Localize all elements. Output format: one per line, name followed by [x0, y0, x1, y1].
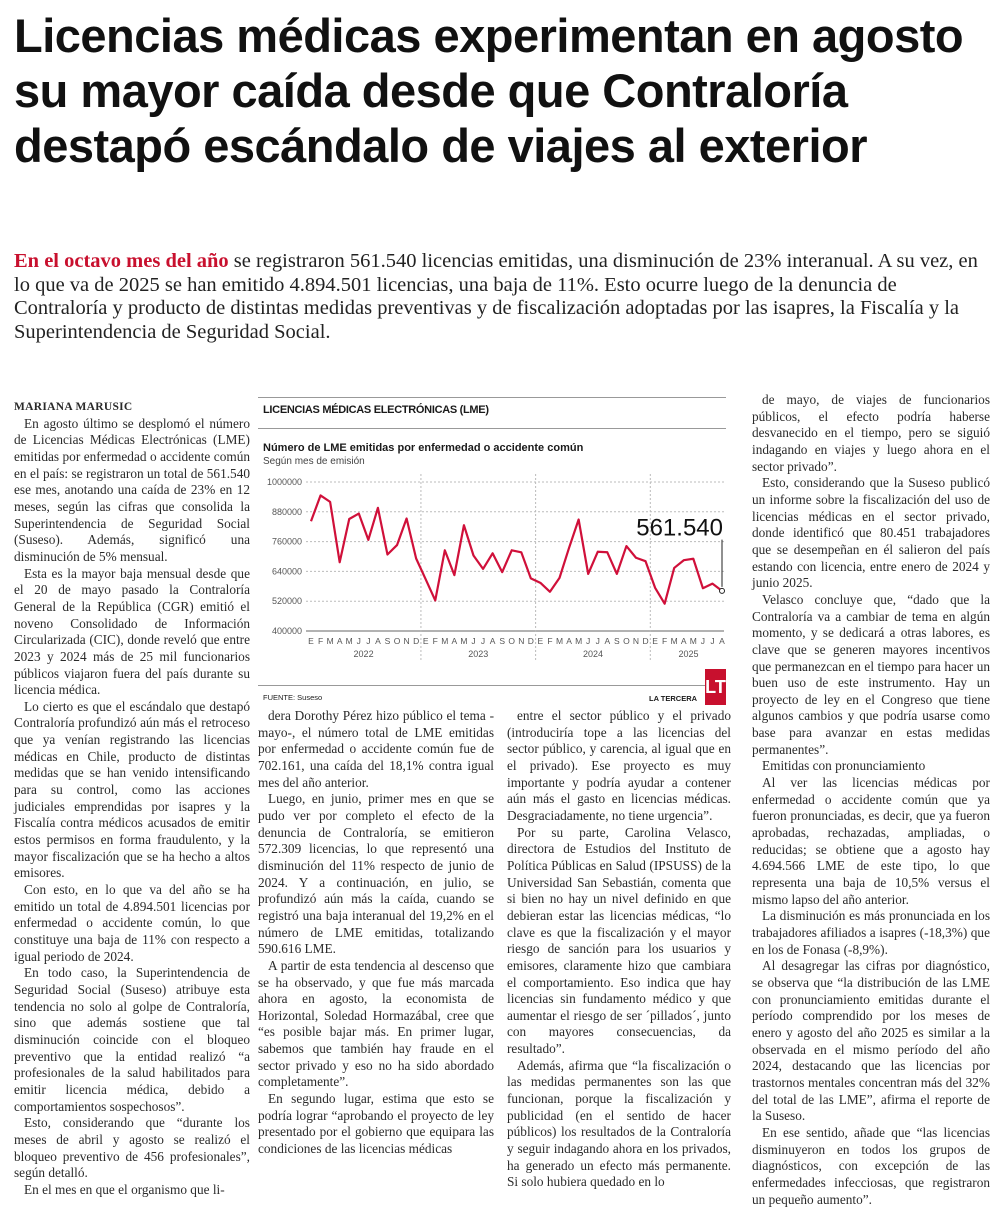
- lme-chart: LICENCIAS MÉDICAS ELECTRÓNICAS (LME) Núm…: [258, 397, 726, 707]
- paragraph: En el mes en que el organismo que li-: [14, 1182, 250, 1199]
- chart-source: FUENTE: Suseso: [263, 693, 322, 702]
- column-1: MARIANA MARUSIC En agosto último se desp…: [14, 399, 250, 1199]
- column-3: entre el sector público y el privado (in…: [507, 708, 731, 1191]
- x-tick-label: M: [671, 636, 678, 646]
- y-tick-label: 880000: [272, 507, 302, 517]
- paragraph: Al desagregar las cifras por diagnóstico…: [752, 958, 990, 1125]
- x-tick-label: S: [385, 636, 391, 646]
- paragraph: En segundo lugar, estima que esto se pod…: [258, 1091, 494, 1158]
- x-tick-label: O: [394, 636, 401, 646]
- x-tick-label: N: [633, 636, 639, 646]
- y-tick-label: 640000: [272, 566, 302, 576]
- paragraph: Lo cierto es que el escándalo que destap…: [14, 699, 250, 882]
- series-line: [311, 495, 722, 603]
- paragraph: entre el sector público y el privado (in…: [507, 708, 731, 825]
- y-tick-label: 760000: [272, 537, 302, 547]
- x-tick-label: M: [575, 636, 582, 646]
- paragraph: En agosto último se desplomó el número d…: [14, 416, 250, 566]
- paragraph: A partir de esta tendencia al descenso q…: [258, 958, 494, 1091]
- x-tick-label: E: [308, 636, 314, 646]
- x-tick-label: O: [623, 636, 630, 646]
- x-tick-label: M: [556, 636, 563, 646]
- x-tick-label: J: [357, 636, 361, 646]
- paragraph: Al ver las licencias médicas por enferme…: [752, 775, 990, 908]
- chart-brand: LA TERCERA: [649, 694, 697, 703]
- year-label: 2024: [583, 649, 603, 659]
- x-tick-label: M: [690, 636, 697, 646]
- x-tick-label: D: [642, 636, 648, 646]
- x-tick-label: J: [596, 636, 600, 646]
- x-tick-label: J: [366, 636, 370, 646]
- paragraph: En ese sentido, añade que “las licencias…: [752, 1125, 990, 1208]
- x-tick-label: S: [499, 636, 505, 646]
- y-tick-label: 400000: [272, 626, 302, 636]
- data-point: [720, 588, 725, 593]
- x-tick-label: N: [404, 636, 410, 646]
- x-tick-label: F: [433, 636, 438, 646]
- x-tick-label: D: [528, 636, 534, 646]
- paragraph: Esto, considerando que “durante los mese…: [14, 1115, 250, 1182]
- x-tick-label: O: [508, 636, 515, 646]
- year-label: 2023: [468, 649, 488, 659]
- x-tick-label: E: [652, 636, 658, 646]
- paragraph: Con esto, en lo que va del año se ha emi…: [14, 882, 250, 965]
- x-tick-label: M: [327, 636, 334, 646]
- x-tick-label: M: [441, 636, 448, 646]
- x-tick-label: J: [586, 636, 590, 646]
- x-tick-label: S: [614, 636, 620, 646]
- x-tick-label: A: [681, 636, 687, 646]
- paragraph: Esto, considerando que la Suseso publicó…: [752, 475, 990, 592]
- dek-lead: En el octavo mes del año: [14, 250, 229, 272]
- y-tick-label: 520000: [272, 596, 302, 606]
- x-tick-label: F: [547, 636, 552, 646]
- x-tick-label: F: [662, 636, 667, 646]
- paragraph: Por su parte, Carolina Velasco, director…: [507, 825, 731, 1058]
- x-tick-label: F: [318, 636, 323, 646]
- paragraph: En todo caso, la Superintendencia de Seg…: [14, 965, 250, 1115]
- x-tick-label: J: [471, 636, 475, 646]
- x-tick-label: J: [701, 636, 705, 646]
- x-tick-label: D: [413, 636, 419, 646]
- x-tick-label: A: [452, 636, 458, 646]
- subheading: Emitidas con pronunciamiento: [752, 758, 990, 775]
- x-tick-label: A: [566, 636, 572, 646]
- chart-bottom-rule: [258, 685, 726, 686]
- column-4: de mayo, de viajes de funcionarios públi…: [752, 392, 990, 1208]
- x-tick-label: M: [460, 636, 467, 646]
- paragraph: Luego, en junio, primer mes en que se pu…: [258, 791, 494, 958]
- year-label: 2025: [679, 649, 699, 659]
- paragraph: La disminución es más pronunciada en los…: [752, 908, 990, 958]
- dek: En el octavo mes del año se registraron …: [14, 250, 989, 344]
- x-tick-label: A: [490, 636, 496, 646]
- column-2: dera Dorothy Pérez hizo público el tema …: [258, 708, 494, 1158]
- x-tick-label: A: [719, 636, 725, 646]
- la-tercera-logo: LT: [705, 669, 726, 705]
- byline: MARIANA MARUSIC: [14, 399, 250, 416]
- paragraph: Esta es la mayor baja mensual desde que …: [14, 566, 250, 699]
- x-tick-label: J: [710, 636, 714, 646]
- x-tick-label: A: [375, 636, 381, 646]
- headline: Licencias médicas experimentan en agosto…: [14, 8, 994, 173]
- paragraph: de mayo, de viajes de funcionarios públi…: [752, 392, 990, 475]
- x-tick-label: M: [346, 636, 353, 646]
- y-tick-label: 1000000: [267, 477, 302, 487]
- annotation-value: 561.540: [636, 515, 723, 542]
- x-tick-label: E: [423, 636, 429, 646]
- paragraph: dera Dorothy Pérez hizo público el tema …: [258, 708, 494, 791]
- x-tick-label: A: [604, 636, 610, 646]
- x-tick-label: N: [518, 636, 524, 646]
- x-tick-label: J: [481, 636, 485, 646]
- year-label: 2022: [354, 649, 374, 659]
- x-tick-label: E: [538, 636, 544, 646]
- paragraph: Además, afirma que “la fiscalización o l…: [507, 1058, 731, 1191]
- x-tick-label: A: [337, 636, 343, 646]
- paragraph: Velasco concluye que, “dado que la Contr…: [752, 592, 990, 759]
